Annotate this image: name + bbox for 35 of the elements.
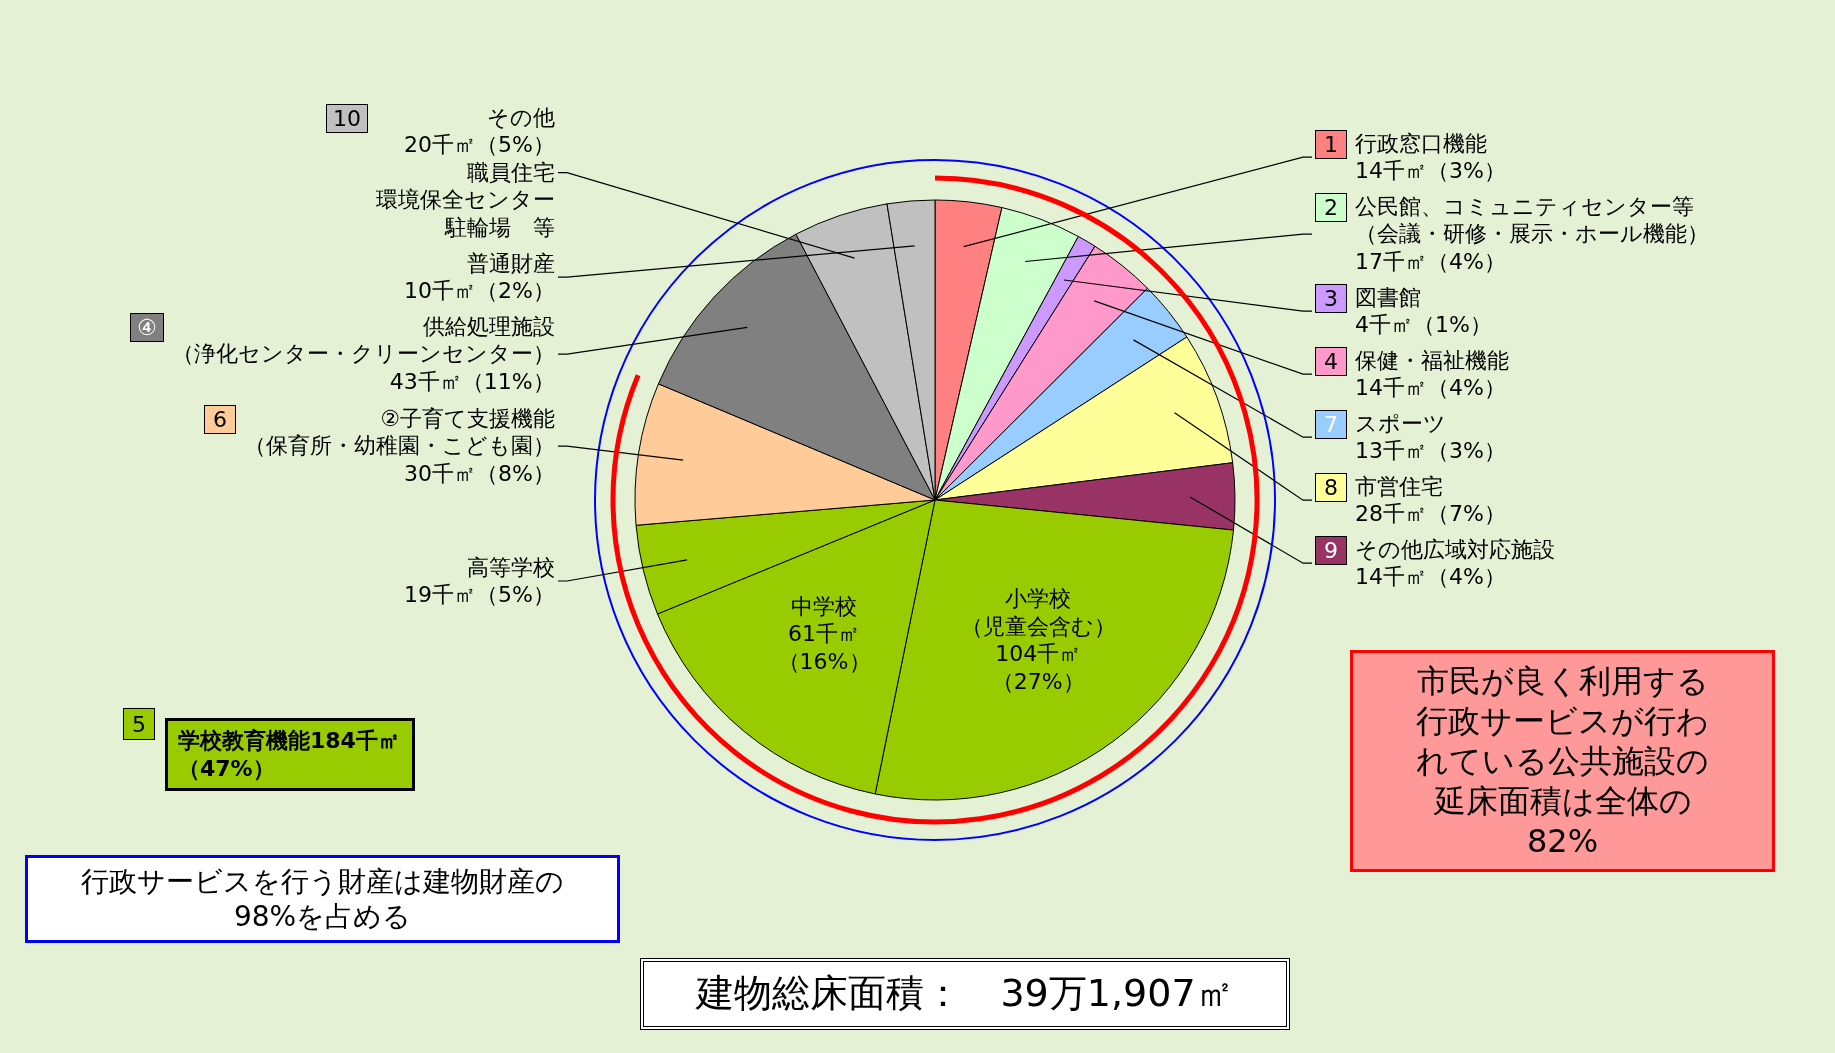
slice-label: 4 保健・福祉機能	[1323, 346, 1509, 376]
slice-label: 9 その他広域対応施設	[1323, 535, 1555, 565]
data-label: 20千㎡（5%）	[403, 131, 555, 159]
data-label: 14千㎡（4%）	[1355, 374, 1507, 402]
slice-label: 8 市営住宅	[1323, 472, 1444, 502]
data-label: 61千㎡（16%）	[777, 620, 871, 676]
data-label: 30千㎡（8%）	[403, 459, 555, 488]
data-label: 13千㎡（3%）	[1355, 437, 1506, 465]
category-label: ④ 供給処理施設（浄化センター・クリーンセンター）	[137, 313, 555, 367]
slice-label: 中学校	[790, 592, 859, 621]
slice-label: 3 図書館	[1323, 283, 1422, 313]
data-label: 43千㎡（11%）	[388, 367, 555, 396]
data-label: 14千㎡（3%）	[1355, 157, 1506, 185]
text: 環境保全センター	[376, 186, 555, 214]
category-label: 10 その他	[333, 104, 555, 131]
slice-label: 普通財産	[465, 249, 555, 278]
text: 市民が良く利用する行政サービスが行われている公共施設の延床面積は全体の82%	[1350, 650, 1775, 872]
data-label: 28千㎡（7%）	[1355, 500, 1506, 528]
slice-label: 小学校（児童会含む）	[960, 585, 1116, 641]
text: 5 学校教育機能184千㎡（47%）	[132, 712, 400, 781]
data-label: 17千㎡（4%）	[1355, 247, 1507, 276]
data-label: 104千㎡（27%）	[990, 640, 1086, 696]
slice-label: 7 スポーツ	[1323, 409, 1447, 439]
slice-label: 高等学校	[465, 553, 555, 581]
data-label: 4千㎡（1%）	[1355, 311, 1492, 339]
text: 職員住宅	[466, 158, 555, 187]
data-label: 14千㎡（4%）	[1355, 563, 1507, 591]
slice-label: 2 公民館、コミュニティセンター等（会議・研修・展示・ホール機能）	[1323, 192, 1709, 248]
text: 建物総床面積： 39万1,907㎡	[640, 958, 1290, 1030]
text: 駐輪場 等	[443, 213, 555, 242]
data-label: 10千㎡（2%）	[404, 277, 555, 305]
slice-label: 1 行政窓口機能	[1323, 129, 1488, 159]
category-label: 6 ②子育て支援機能（保育所・幼稚園・こども園）	[213, 405, 555, 459]
data-label: 19千㎡（5%）	[404, 581, 555, 609]
text: 行政サービスを行う財産は建物財産の98%を占める	[25, 855, 620, 943]
